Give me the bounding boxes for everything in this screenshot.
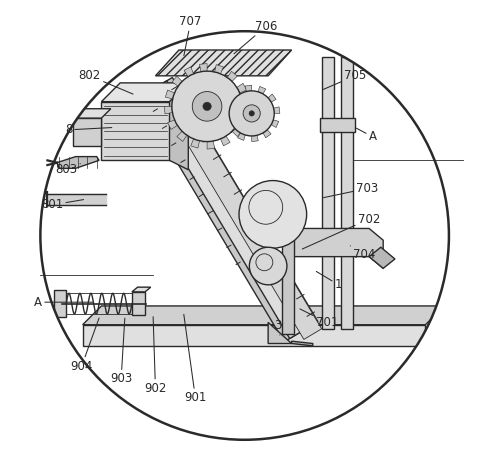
Polygon shape bbox=[274, 107, 280, 114]
Polygon shape bbox=[227, 125, 235, 133]
Text: 704: 704 bbox=[350, 246, 375, 261]
Polygon shape bbox=[101, 102, 169, 160]
Polygon shape bbox=[263, 130, 271, 138]
Polygon shape bbox=[271, 120, 279, 128]
Polygon shape bbox=[237, 83, 247, 93]
Polygon shape bbox=[169, 83, 188, 170]
Polygon shape bbox=[282, 207, 294, 334]
Circle shape bbox=[249, 111, 254, 116]
Polygon shape bbox=[57, 156, 99, 168]
Polygon shape bbox=[165, 90, 174, 99]
Polygon shape bbox=[341, 57, 353, 329]
Polygon shape bbox=[73, 109, 111, 118]
Polygon shape bbox=[191, 139, 200, 148]
Text: 802: 802 bbox=[79, 69, 133, 94]
Polygon shape bbox=[232, 89, 241, 97]
Polygon shape bbox=[144, 81, 312, 339]
Text: A: A bbox=[34, 296, 93, 309]
Circle shape bbox=[203, 102, 211, 111]
Text: 902: 902 bbox=[144, 317, 166, 395]
Text: 702: 702 bbox=[302, 212, 380, 249]
Text: 701: 701 bbox=[300, 309, 338, 329]
Polygon shape bbox=[132, 292, 145, 315]
Polygon shape bbox=[54, 291, 66, 317]
Text: 801: 801 bbox=[41, 198, 83, 211]
Polygon shape bbox=[320, 118, 355, 132]
Polygon shape bbox=[238, 133, 246, 140]
Polygon shape bbox=[167, 120, 177, 130]
Polygon shape bbox=[47, 194, 106, 205]
Polygon shape bbox=[138, 77, 318, 342]
Circle shape bbox=[172, 71, 242, 142]
Polygon shape bbox=[268, 322, 291, 343]
Circle shape bbox=[192, 91, 222, 121]
Polygon shape bbox=[132, 287, 151, 292]
Polygon shape bbox=[82, 325, 425, 346]
Polygon shape bbox=[177, 131, 187, 141]
Text: 904: 904 bbox=[71, 318, 99, 373]
Polygon shape bbox=[101, 83, 188, 102]
Polygon shape bbox=[156, 50, 291, 76]
Circle shape bbox=[239, 180, 307, 248]
Polygon shape bbox=[158, 85, 322, 340]
Text: 703: 703 bbox=[324, 182, 378, 198]
Polygon shape bbox=[200, 64, 207, 72]
Text: 8: 8 bbox=[65, 123, 112, 136]
Text: 803: 803 bbox=[55, 163, 81, 176]
Polygon shape bbox=[184, 67, 194, 77]
Polygon shape bbox=[172, 76, 182, 86]
Polygon shape bbox=[232, 127, 242, 137]
Polygon shape bbox=[252, 135, 258, 142]
Text: 3: 3 bbox=[274, 319, 281, 335]
Text: 903: 903 bbox=[110, 318, 132, 385]
Polygon shape bbox=[165, 106, 172, 114]
Text: A: A bbox=[356, 128, 377, 143]
Polygon shape bbox=[207, 141, 214, 149]
Polygon shape bbox=[73, 118, 101, 146]
Polygon shape bbox=[242, 99, 250, 106]
Polygon shape bbox=[294, 228, 383, 268]
Polygon shape bbox=[82, 306, 444, 325]
Polygon shape bbox=[369, 247, 395, 268]
Polygon shape bbox=[258, 86, 266, 94]
Polygon shape bbox=[223, 114, 230, 120]
Text: 901: 901 bbox=[184, 314, 206, 404]
Circle shape bbox=[243, 105, 260, 122]
Polygon shape bbox=[220, 136, 230, 146]
Circle shape bbox=[249, 247, 287, 285]
Polygon shape bbox=[268, 94, 276, 102]
Circle shape bbox=[229, 91, 274, 136]
Polygon shape bbox=[214, 65, 223, 74]
Text: 706: 706 bbox=[234, 20, 277, 54]
Polygon shape bbox=[225, 99, 232, 107]
Text: 707: 707 bbox=[179, 16, 202, 56]
Text: 1: 1 bbox=[316, 271, 342, 291]
Polygon shape bbox=[322, 57, 334, 329]
Polygon shape bbox=[240, 114, 249, 123]
Polygon shape bbox=[245, 85, 252, 91]
Polygon shape bbox=[227, 71, 237, 81]
Text: 705: 705 bbox=[324, 69, 366, 89]
Polygon shape bbox=[291, 341, 313, 346]
